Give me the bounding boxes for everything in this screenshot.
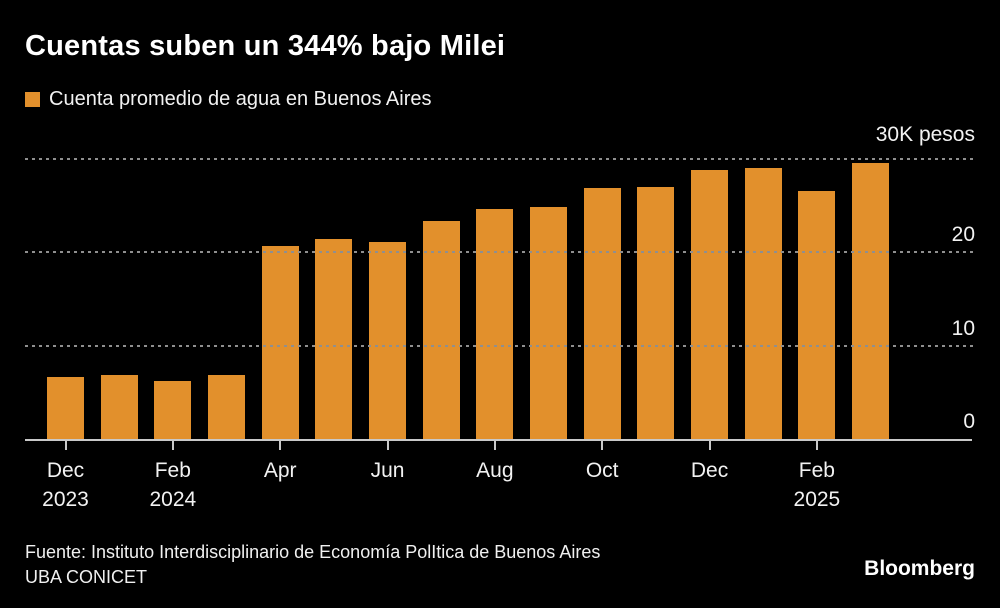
x-axis-label-oct: Oct [585,459,619,482]
x-axis-label-feb2024: Feb 2024 [149,459,197,511]
bar-jul-2024 [422,221,460,439]
source-line-2: UBA CONICET [25,567,148,587]
bar-dec-2024 [691,169,729,439]
x-axis-label-jun: Jun [370,459,405,482]
x-axis-label-apr: Apr [263,459,297,482]
y-axis-label-0: 0 [963,410,975,433]
x-axis-label-feb2025: Feb 2025 [793,459,841,511]
gridline-20k [25,251,974,254]
x-axis-tick-aug [493,441,496,450]
x-axis-tick-feb2025 [815,441,818,450]
bar-dec-2023 [47,377,84,439]
bar-jan-2024 [100,375,138,439]
x-axis-tick-feb2024 [171,441,174,450]
bar-nov-2024 [637,186,675,439]
y-axis-label-20: 20 [951,223,975,246]
x-axis-tick-apr [279,441,282,450]
bar-jan-2025 [744,167,782,439]
bar-mar-2025 [852,163,890,439]
source-text: Fuente: Instituto Interdisciplinario de … [25,540,600,590]
bar-apr-2024 [261,246,299,439]
x-axis-label-dec: Dec [690,459,729,482]
y-axis-label-10: 10 [951,316,975,340]
bar-sep-2024 [530,207,568,439]
x-axis-tick-dec [708,441,711,450]
x-axis-tick-dec2023 [64,441,67,450]
bar-feb-2025 [798,191,836,439]
legend: Cuenta promedio de agua en Buenos Aires [25,88,432,110]
x-axis-label-dec2023: Dec 2023 [42,459,89,511]
legend-swatch-icon [25,91,40,107]
x-axis-label-aug: Aug [476,459,514,482]
bar-may-2024 [315,238,353,439]
gridline-30k [25,157,974,161]
bloomberg-logo: Bloomberg [864,557,975,580]
bar-aug-2024 [476,208,514,439]
bar-mar-2024 [208,375,245,439]
x-axis-tick-jun [386,441,389,450]
legend-label: Cuenta promedio de agua en Buenos Aires [49,87,432,110]
bar-jun-2024 [369,241,407,439]
bar-oct-2024 [583,188,621,439]
x-axis-line [25,439,972,441]
bar-feb-2024 [154,381,192,439]
gridline-10k [25,344,974,348]
x-axis-tick-oct [601,441,604,450]
y-axis-unit-label: 30K pesos [875,123,975,146]
page-title: Cuentas suben un 344% bajo Milei [25,30,506,62]
source-line-1: Fuente: Instituto Interdisciplinario de … [25,542,601,562]
